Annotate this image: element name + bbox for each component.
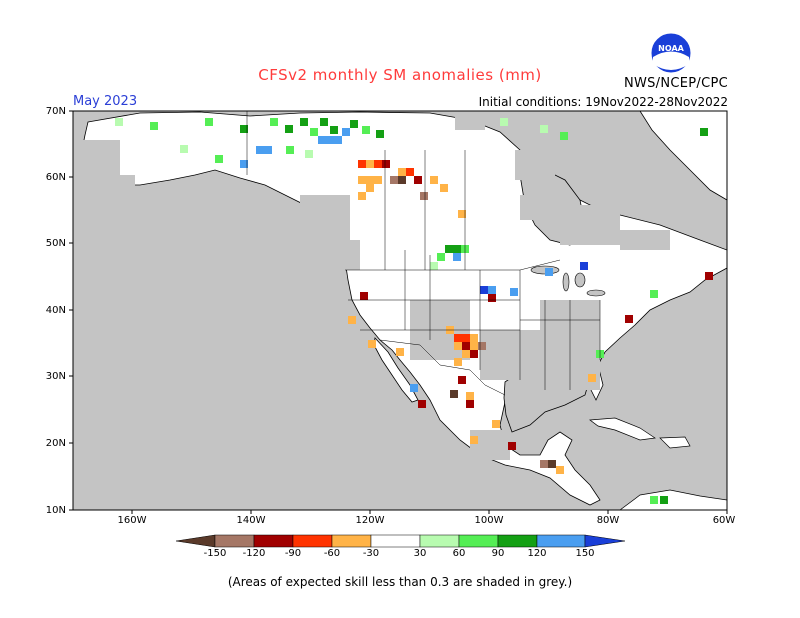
baja-california xyxy=(373,337,419,403)
colorbar-tick: -90 xyxy=(285,548,301,559)
colorbar-tick: -120 xyxy=(243,548,266,559)
colorbar-tick: -150 xyxy=(204,548,227,559)
initial-conditions: Initial conditions: 19Nov2022-28Nov2022 xyxy=(478,95,728,109)
chart-title: CFSv2 monthly SM anomalies (mm) xyxy=(258,66,542,84)
colorbar-cell xyxy=(175,534,216,548)
great-lakes-michigan xyxy=(562,272,570,292)
lon-label: 160W xyxy=(118,515,147,526)
lat-label: 20N xyxy=(46,438,66,449)
colorbar-tick: 150 xyxy=(575,548,594,559)
lon-label: 80W xyxy=(597,515,620,526)
lon-label: 100W xyxy=(475,515,504,526)
footnote: (Areas of expected skill less than 0.3 a… xyxy=(227,575,573,589)
colorbar-cell xyxy=(458,534,499,548)
colorbar-cell xyxy=(214,534,255,548)
colorbar-tick: 120 xyxy=(527,548,546,559)
colorbar-cell xyxy=(584,534,626,548)
lat-label: 10N xyxy=(46,505,66,516)
colorbar: -150 -120 -90 -60 -30 30 60 90 120 150 xyxy=(175,534,626,559)
colorbar-cell xyxy=(497,534,538,548)
map-land-layer xyxy=(75,111,727,510)
agency-label: NWS/NCEP/CPC xyxy=(623,76,728,91)
colorbar-cell xyxy=(253,534,294,548)
great-lakes-huron xyxy=(574,272,586,288)
noaa-logo-text: NOAA xyxy=(658,44,684,53)
lat-label: 60N xyxy=(46,172,66,183)
great-lakes-erie xyxy=(586,289,606,297)
colorbar-tick: 60 xyxy=(453,548,466,559)
lon-axis: 160W 140W 120W 100W 80W 60W xyxy=(118,510,736,526)
colorbar-cell xyxy=(370,534,421,548)
colorbar-tick: 90 xyxy=(492,548,505,559)
colorbar-cell xyxy=(292,534,333,548)
colorbar-tick: 30 xyxy=(414,548,427,559)
colorbar-cell xyxy=(331,534,372,548)
lat-label: 50N xyxy=(46,238,66,249)
south-america xyxy=(619,489,727,510)
colorbar-tick: -30 xyxy=(363,548,379,559)
forecast-month: May 2023 xyxy=(73,94,138,109)
cuba xyxy=(589,417,656,441)
lon-label: 60W xyxy=(713,515,736,526)
political-borders xyxy=(246,111,601,396)
colorbar-tick: -60 xyxy=(324,548,340,559)
lon-label: 120W xyxy=(356,515,385,526)
lon-label: 140W xyxy=(237,515,266,526)
colorbar-cell xyxy=(419,534,460,548)
lat-label: 70N xyxy=(46,106,66,117)
lat-label: 30N xyxy=(46,371,66,382)
hispaniola xyxy=(659,436,691,449)
colorbar-cell xyxy=(536,534,586,548)
lat-label: 40N xyxy=(46,305,66,316)
lat-axis: 70N 60N 50N 40N 30N 20N 10N xyxy=(46,106,73,516)
noaa-logo: NOAA xyxy=(650,32,692,74)
anomaly-cells xyxy=(115,118,713,504)
